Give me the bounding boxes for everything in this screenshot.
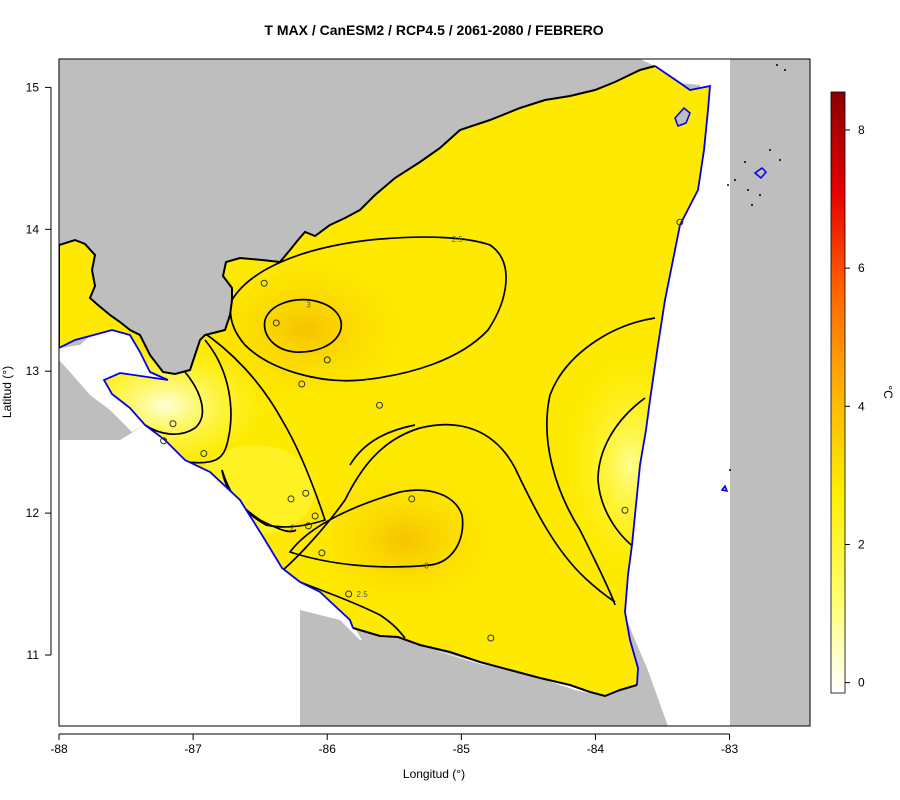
contour-2_5-south-left bbox=[299, 581, 406, 639]
y-tick-label: 11 bbox=[27, 648, 40, 662]
x-tick-label: -84 bbox=[587, 742, 605, 756]
x-axis: -88 -87 -86 -85 -84 -83 bbox=[50, 733, 739, 756]
station-marker bbox=[304, 522, 312, 530]
station-markers bbox=[160, 218, 684, 642]
contour-2_5-w bbox=[199, 329, 327, 528]
corn-island bbox=[753, 167, 768, 180]
station-marker bbox=[376, 401, 384, 409]
station-marker bbox=[487, 634, 495, 642]
contour-label: 3 bbox=[424, 562, 429, 571]
x-tick-label: -87 bbox=[184, 742, 202, 756]
colorbar-ticks: 0 2 4 6 8 bbox=[845, 123, 865, 690]
contour-2-w bbox=[184, 339, 232, 464]
plot-frame bbox=[58, 58, 811, 727]
x-tick-label: -88 bbox=[50, 742, 68, 756]
caribbean-sea bbox=[625, 59, 710, 726]
contour-2_5-north bbox=[229, 236, 507, 382]
cays bbox=[727, 64, 786, 471]
border-costa-rica bbox=[352, 627, 638, 698]
station-marker bbox=[272, 319, 280, 327]
islands bbox=[674, 106, 768, 493]
contour-label: 2 bbox=[290, 523, 295, 532]
station-marker bbox=[318, 549, 326, 557]
x-tick-label: -83 bbox=[721, 742, 739, 756]
border-honduras bbox=[59, 65, 656, 376]
station-marker bbox=[169, 420, 177, 428]
contour-3-south bbox=[288, 489, 464, 568]
island-north bbox=[674, 106, 691, 127]
contour-2-mid bbox=[349, 424, 416, 466]
y-tick-label: 14 bbox=[26, 222, 40, 236]
colorbar-label: °C bbox=[881, 385, 895, 399]
station-marker bbox=[621, 506, 629, 514]
contour-label: 2.5 bbox=[357, 590, 369, 599]
map-area: 2.5 3 3 2.5 2 bbox=[59, 59, 810, 726]
colorbar-tick-label: 4 bbox=[858, 399, 865, 413]
colorbar-tick-label: 2 bbox=[858, 537, 865, 551]
contour-label-group: 2.5 3 3 2.5 2 bbox=[290, 235, 463, 599]
station-marker bbox=[408, 495, 416, 503]
contour-1_5-east bbox=[597, 397, 646, 549]
station-marker bbox=[160, 437, 168, 445]
colorbar: 0 2 4 6 8 °C bbox=[830, 91, 895, 694]
colorbar-tick-label: 8 bbox=[858, 123, 865, 137]
contour-1_5-w bbox=[144, 371, 204, 435]
station-marker bbox=[302, 489, 310, 497]
station-marker bbox=[200, 450, 208, 458]
colorbar-tick-label: 0 bbox=[858, 676, 865, 690]
station-marker bbox=[311, 512, 319, 520]
station-marker bbox=[298, 380, 306, 388]
caribbean-sea-mid bbox=[700, 59, 730, 726]
colorbar-tick-label: 6 bbox=[858, 261, 865, 275]
y-axis: 11 12 13 14 15 bbox=[26, 80, 52, 662]
island-small bbox=[720, 484, 729, 493]
y-tick-label: 15 bbox=[26, 80, 40, 94]
country-outline bbox=[59, 65, 711, 698]
y-tick-label: 12 bbox=[26, 506, 40, 520]
station-marker bbox=[260, 279, 268, 287]
contour-label: 2.5 bbox=[452, 235, 464, 244]
y-axis-label: Latitud (°) bbox=[0, 366, 14, 418]
contour-2-east bbox=[546, 317, 656, 606]
pacific-ocean bbox=[59, 425, 630, 726]
y-tick-label: 13 bbox=[26, 364, 40, 378]
x-axis-label: Longitud (°) bbox=[403, 767, 465, 781]
contour-2 bbox=[221, 469, 297, 533]
x-tick-label: -86 bbox=[319, 742, 337, 756]
chart-title: T MAX / CanESM2 / RCP4.5 / 2061-2080 / F… bbox=[264, 22, 603, 38]
station-marker bbox=[676, 218, 684, 226]
station-marker bbox=[345, 590, 353, 598]
contour-lines bbox=[144, 236, 656, 639]
station-marker bbox=[323, 356, 331, 364]
contour-3-north bbox=[263, 298, 343, 353]
colorbar-gradient bbox=[830, 91, 846, 694]
station-marker bbox=[287, 495, 295, 503]
x-tick-label: -85 bbox=[453, 742, 471, 756]
contour-label: 3 bbox=[306, 301, 311, 310]
contour-2_5-south bbox=[282, 423, 616, 603]
coastline bbox=[59, 65, 711, 686]
costa-rica bbox=[300, 610, 660, 726]
